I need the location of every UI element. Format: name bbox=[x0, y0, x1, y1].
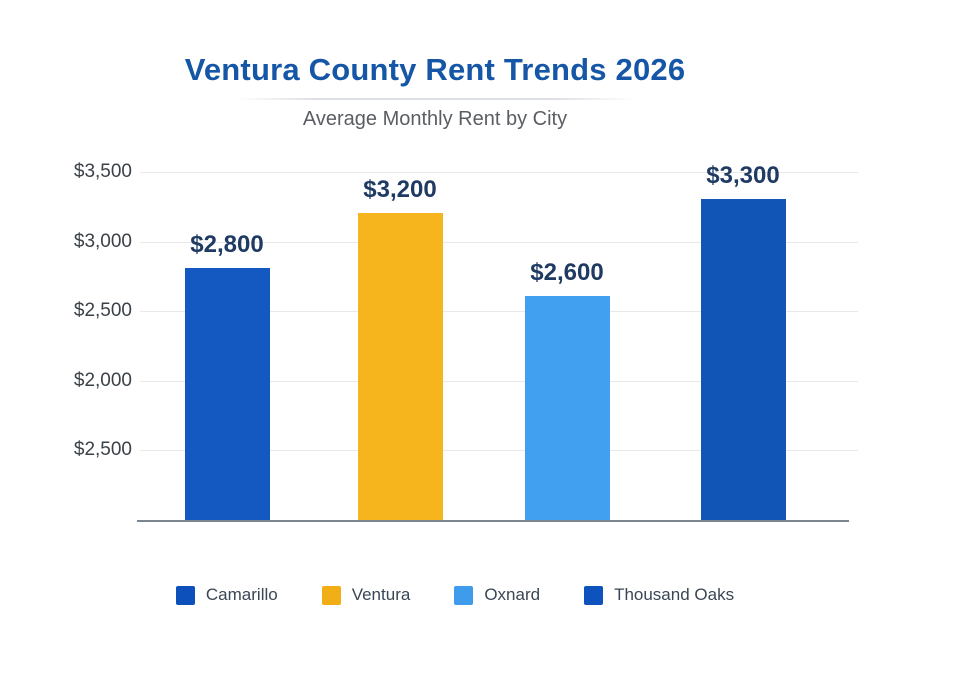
bar-camarillo bbox=[184, 268, 270, 520]
bar-chart-plot-area: $3,500$3,000$2,500$2,000$2,500$2,800Cama… bbox=[74, 161, 860, 522]
y-axis-tick-label: $2,500 bbox=[73, 439, 132, 461]
chart-subtitle: Average Monthly Rent by City bbox=[302, 108, 568, 130]
y-axis-tick-label: $2,000 bbox=[73, 369, 132, 391]
chart-legend: Camarillo Ventura Oxnard Thousand Oaks bbox=[0, 585, 910, 605]
bar-value-label-oxnard: $2,600 bbox=[530, 259, 604, 287]
x-axis-line bbox=[137, 520, 849, 522]
bar-value-label-thousand-oaks: $3,300 bbox=[706, 161, 780, 189]
y-axis-tick-label: $3,000 bbox=[73, 230, 132, 252]
y-axis-tick-label: $2,500 bbox=[73, 300, 132, 322]
legend-label-camarillo: Camarillo bbox=[205, 585, 278, 604]
legend-label-thousand-oaks: Thousand Oaks bbox=[614, 585, 735, 604]
gridline bbox=[140, 311, 858, 313]
bar-oxnard bbox=[524, 296, 610, 520]
legend-swatch-thousand-oaks bbox=[584, 585, 604, 605]
gridline bbox=[140, 241, 858, 243]
bar-value-label-ventura: $3,200 bbox=[363, 175, 437, 203]
gridline bbox=[140, 380, 858, 382]
legend-label-oxnard: Oxnard bbox=[484, 585, 541, 604]
bar-value-label-camarillo: $2,800 bbox=[190, 231, 264, 259]
legend-item-oxnard: Oxnard bbox=[454, 585, 540, 605]
legend-swatch-camarillo bbox=[175, 585, 195, 605]
legend-swatch-ventura bbox=[321, 585, 341, 605]
y-axis-tick-label: $3,500 bbox=[73, 161, 132, 182]
legend-item-thousand-oaks: Thousand Oaks bbox=[584, 585, 734, 605]
gridline bbox=[140, 172, 858, 173]
chart-header: Ventura County Rent Trends 2026 Average … bbox=[0, 0, 870, 131]
gridline bbox=[140, 450, 858, 452]
legend-swatch-oxnard bbox=[454, 585, 474, 605]
bar-thousand-oaks bbox=[700, 198, 786, 520]
title-divider bbox=[235, 98, 635, 100]
page-title: Ventura County Rent Trends 2026 bbox=[184, 52, 686, 87]
legend-item-camarillo: Camarillo bbox=[175, 585, 278, 605]
legend-label-ventura: Ventura bbox=[351, 585, 411, 604]
legend-item-ventura: Ventura bbox=[321, 585, 411, 605]
bar-ventura bbox=[357, 212, 443, 520]
